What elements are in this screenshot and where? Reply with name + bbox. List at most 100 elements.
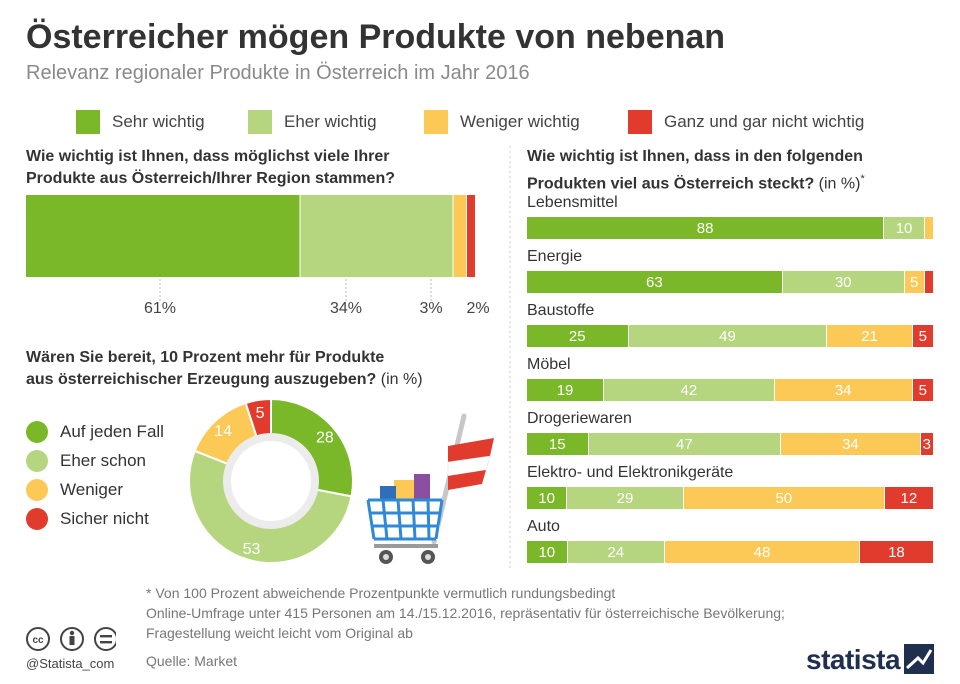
category-label: Auto bbox=[527, 518, 560, 535]
donut-legend-weniger: Weniger bbox=[26, 479, 123, 501]
bar-segment bbox=[924, 217, 933, 239]
q1-stacked-bar bbox=[26, 195, 475, 303]
q1-label-sehr-wichtig: 61% bbox=[143, 300, 177, 317]
statista-logo-text: statista bbox=[806, 644, 901, 675]
legend-swatch bbox=[628, 110, 652, 134]
stacked-bar-row: 63 30 5 bbox=[527, 271, 933, 293]
q1-label-weniger-wichtig: 3% bbox=[419, 300, 443, 317]
q1-question-line1: Wie wichtig ist Ihnen, dass möglichst vi… bbox=[26, 148, 390, 165]
q2-unit: (in %) bbox=[376, 371, 423, 388]
statista-logo: statista bbox=[806, 644, 901, 676]
q1-question-line2: Produkte aus Österreich/Ihrer Region sta… bbox=[26, 170, 395, 187]
bar-segment: 50 bbox=[683, 487, 885, 509]
stacked-bar-row: 10 24 48 18 bbox=[527, 541, 933, 563]
q1-label-eher-wichtig: 34% bbox=[329, 300, 363, 317]
legend-item-eher-wichtig: Eher wichtig bbox=[248, 110, 377, 134]
q2-question-line1: Wären Sie bereit, 10 Prozent mehr für Pr… bbox=[26, 349, 385, 366]
bar-segment: 29 bbox=[567, 487, 684, 509]
donut-legend-eher-schon: Eher schon bbox=[26, 450, 146, 472]
creative-commons-icons: cc bbox=[26, 627, 116, 651]
bar-segment: 63 bbox=[527, 271, 783, 293]
stacked-bar-row: 10 29 50 12 bbox=[527, 487, 933, 509]
donut-legend-sicher-nicht: Sicher nicht bbox=[26, 508, 149, 530]
stacked-bar-row: 25 49 21 5 bbox=[527, 325, 933, 347]
q1-question: Wie wichtig ist Ihnen, dass möglichst vi… bbox=[26, 146, 395, 190]
donut-slice-label: 14 bbox=[214, 423, 232, 440]
footnote: * Von 100 Prozent abweichende Prozentpun… bbox=[146, 585, 616, 601]
bar-segment: 49 bbox=[628, 325, 828, 347]
legend-swatch bbox=[424, 110, 448, 134]
q1-bar-segment-1 bbox=[26, 195, 300, 277]
bar-segment: 21 bbox=[827, 325, 913, 347]
legend-dot bbox=[26, 421, 48, 443]
bar-segment: 10 bbox=[884, 217, 925, 239]
legend-dot bbox=[26, 508, 48, 530]
donut-legend-label: Weniger bbox=[60, 480, 123, 499]
svg-text:cc: cc bbox=[32, 635, 44, 646]
legend-dot bbox=[26, 450, 48, 472]
page-title: Österreicher mögen Produkte von nebenan bbox=[26, 18, 726, 56]
page-subtitle: Relevanz regionaler Produkte in Österrei… bbox=[26, 62, 530, 84]
q2-question: Wären Sie bereit, 10 Prozent mehr für Pr… bbox=[26, 347, 423, 391]
bar-segment: 30 bbox=[782, 271, 905, 293]
legend-item-weniger-wichtig: Weniger wichtig bbox=[424, 110, 580, 134]
bar-segment: 15 bbox=[527, 433, 589, 455]
q3-question-line1: Wie wichtig ist Ihnen, dass in den folge… bbox=[527, 148, 863, 165]
bar-segment: 47 bbox=[588, 433, 782, 455]
q2-question-line2: aus österreichischer Erzeugung auszugebe… bbox=[26, 371, 377, 388]
legend-label: Eher wichtig bbox=[284, 112, 377, 131]
category-label: Möbel bbox=[527, 356, 571, 373]
category-label: Energie bbox=[527, 248, 583, 265]
statista-logo-mark bbox=[904, 644, 934, 674]
q1-bar-segment-4 bbox=[467, 195, 475, 277]
stacked-bar-row: 88 10 bbox=[527, 217, 933, 239]
bar-segment: 48 bbox=[665, 541, 860, 563]
bar-segment: 12 bbox=[884, 487, 933, 509]
q1-bar-segment-2 bbox=[300, 195, 453, 277]
category-label: Baustoffe bbox=[527, 302, 595, 319]
q3-question-line2: Produkten viel aus Österreich steckt? bbox=[527, 175, 815, 193]
bar-segment: 10 bbox=[527, 541, 568, 563]
legend-dot bbox=[26, 479, 48, 501]
bar-segment: 18 bbox=[859, 541, 933, 563]
statista-handle: @Statista_com bbox=[26, 656, 115, 671]
donut-chart: 28 53 14 5 bbox=[188, 397, 354, 564]
bar-segment: 19 bbox=[527, 379, 605, 401]
shopping-cart-icon bbox=[366, 413, 494, 564]
q1-bar-segment-3 bbox=[453, 195, 466, 277]
bar-segment: 5 bbox=[904, 271, 925, 293]
survey-note-line2: Fragestellung weicht leicht vom Original… bbox=[146, 625, 413, 641]
q1-label-ganz-und-gar-nicht: 2% bbox=[466, 300, 490, 317]
bar-segment bbox=[924, 271, 933, 293]
bar-segment: 42 bbox=[604, 379, 775, 401]
bar-segment: 5 bbox=[912, 379, 933, 401]
category-label: Lebensmittel bbox=[527, 194, 618, 211]
source-note: Quelle: Market bbox=[146, 653, 238, 669]
bar-segment: 5 bbox=[912, 325, 933, 347]
bar-segment: 10 bbox=[527, 487, 568, 509]
bar-segment: 88 bbox=[527, 217, 885, 239]
stacked-bar-row: 15 47 34 3 bbox=[527, 433, 933, 455]
legend-label: Weniger wichtig bbox=[460, 112, 580, 131]
donut-legend-label: Auf jeden Fall bbox=[60, 422, 164, 441]
category-label: Drogeriewaren bbox=[527, 410, 632, 427]
bar-segment: 24 bbox=[567, 541, 666, 563]
legend-swatch bbox=[248, 110, 272, 134]
q3-unit: (in %) bbox=[814, 175, 861, 193]
q3-asterisk: * bbox=[860, 173, 865, 185]
bar-segment: 25 bbox=[527, 325, 629, 347]
legend-swatch bbox=[76, 110, 100, 134]
donut-slice-label: 28 bbox=[316, 429, 334, 446]
legend-item-sehr-wichtig: Sehr wichtig bbox=[76, 110, 205, 134]
bar-segment: 34 bbox=[774, 379, 913, 401]
legend-label: Sehr wichtig bbox=[112, 112, 205, 131]
bar-segment: 34 bbox=[781, 433, 921, 455]
bar-segment: 3 bbox=[920, 433, 933, 455]
category-label: Elektro- und Elektronikgeräte bbox=[527, 464, 734, 481]
column-divider bbox=[509, 146, 511, 570]
stacked-bar-row: 19 42 34 5 bbox=[527, 379, 933, 401]
donut-legend-label: Sicher nicht bbox=[60, 509, 149, 528]
legend-label: Ganz und gar nicht wichtig bbox=[664, 112, 865, 131]
legend-item-ganz-und-gar-nicht-wichtig: Ganz und gar nicht wichtig bbox=[628, 110, 864, 134]
donut-slice-label: 53 bbox=[243, 541, 261, 558]
